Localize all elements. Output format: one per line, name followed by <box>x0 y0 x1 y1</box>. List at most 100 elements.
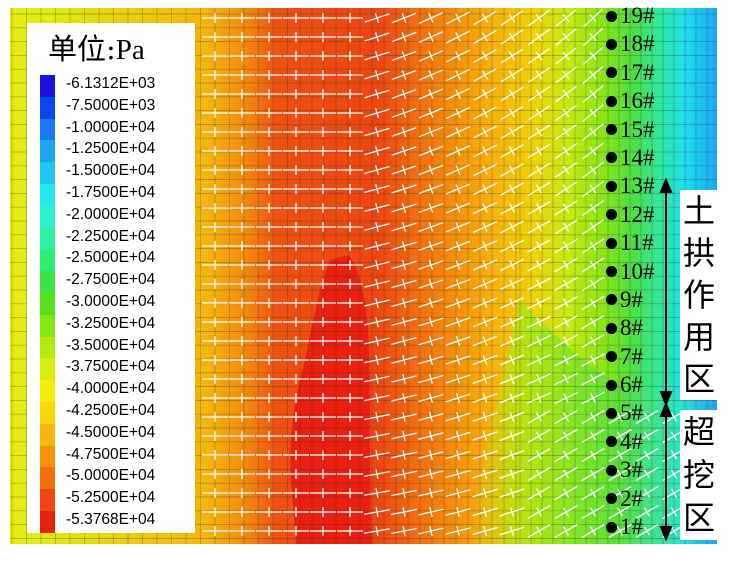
stress-vector <box>391 468 417 480</box>
stress-vector <box>202 127 228 137</box>
stress-vector-minor <box>429 412 433 422</box>
stress-vector <box>445 297 471 309</box>
stress-vector-minor <box>509 355 515 365</box>
stress-vector <box>256 298 282 308</box>
stress-vector <box>256 488 282 498</box>
stress-vector <box>418 374 444 384</box>
stress-vector <box>554 334 578 348</box>
stress-vector-minor <box>401 241 407 251</box>
stress-vector-minor <box>589 450 597 460</box>
stress-vector-minor <box>401 146 407 156</box>
stress-vector <box>418 412 444 422</box>
legend-label: -2.0000E+04 <box>66 205 156 223</box>
stress-vector <box>256 431 282 441</box>
stress-vector <box>581 391 605 405</box>
stress-vector-minor <box>428 317 434 327</box>
stress-vector <box>554 315 578 329</box>
stress-vector-minor <box>508 89 516 99</box>
stress-vector-minor <box>509 393 515 403</box>
stress-vector <box>635 523 659 539</box>
stress-vector-minor <box>429 449 433 461</box>
stress-vector <box>582 85 604 103</box>
stress-vector-minor <box>455 450 461 460</box>
stress-vector <box>337 127 363 137</box>
stress-vector <box>554 372 578 386</box>
legend-label: -3.2500E+04 <box>66 314 156 332</box>
stress-vector <box>527 143 551 159</box>
stress-vector <box>202 108 228 118</box>
stress-vector <box>364 525 390 537</box>
stress-vector <box>229 70 255 80</box>
stress-vector <box>500 182 524 196</box>
stress-vector-minor <box>670 469 678 479</box>
stress-vector <box>337 298 363 308</box>
stress-vector <box>337 393 363 403</box>
stress-vector <box>256 203 282 213</box>
legend-color-bar <box>40 75 55 534</box>
stress-vector-minor <box>401 89 407 99</box>
stress-vector <box>310 526 336 536</box>
stress-vector <box>527 315 551 329</box>
stress-vector <box>582 46 604 66</box>
stress-vector <box>310 146 336 156</box>
legend-swatch <box>40 445 55 468</box>
stress-vector <box>445 126 471 138</box>
stress-vector-minor <box>402 506 406 518</box>
zone-label-box <box>680 410 717 540</box>
stress-vector <box>229 222 255 232</box>
stress-vector <box>418 126 444 138</box>
stress-vector-minor <box>670 526 678 536</box>
stress-vector-minor <box>402 279 406 289</box>
stress-vector-minor <box>429 487 433 499</box>
stress-vector <box>608 466 632 482</box>
zone-label-char: 区 <box>683 499 716 538</box>
stress-vector-minor <box>509 374 515 384</box>
stress-vector-minor <box>563 298 569 308</box>
stress-vector <box>283 488 309 498</box>
stress-vector <box>445 106 471 120</box>
stress-vector <box>391 336 417 346</box>
stress-vector-minor <box>455 355 461 365</box>
stress-vector <box>256 108 282 118</box>
stress-vector <box>473 29 497 45</box>
stress-vector-minor <box>535 203 543 213</box>
stress-vector <box>202 507 228 517</box>
stress-vector-minor <box>481 13 489 23</box>
marker-dot <box>606 237 617 249</box>
marker-dot <box>606 351 617 363</box>
stress-vector-minor <box>402 525 406 537</box>
stress-vector <box>473 10 497 26</box>
stress-vector <box>555 9 577 27</box>
stress-vector <box>635 466 659 482</box>
stress-vector <box>608 523 632 539</box>
stress-vector <box>337 469 363 479</box>
stress-vector-minor <box>428 89 434 99</box>
marker-label: 14# <box>620 144 655 170</box>
stress-vector <box>256 51 282 61</box>
stress-vector-minor <box>535 108 543 118</box>
stress-vector <box>202 165 228 175</box>
stress-vector-minor <box>535 32 543 42</box>
stress-vector-minor <box>482 450 488 460</box>
stress-vector <box>472 354 498 366</box>
stress-vector-minor <box>590 355 596 365</box>
stress-vector-minor <box>508 51 516 61</box>
stress-vector-minor <box>455 317 461 327</box>
stress-vector <box>554 409 578 425</box>
stress-vector <box>256 241 282 251</box>
stress-vector <box>229 336 255 346</box>
stress-vector-minor <box>589 184 597 194</box>
stress-vector <box>364 146 390 156</box>
stress-vector <box>310 165 336 175</box>
stress-vector <box>364 259 390 271</box>
stress-vector <box>256 184 282 194</box>
stress-vector <box>499 373 525 385</box>
stress-vector <box>472 450 498 460</box>
stress-vector <box>472 259 498 271</box>
stress-vector <box>418 12 444 24</box>
stress-vector <box>472 182 498 196</box>
stress-vector-minor <box>401 70 407 80</box>
marker-label: 1# <box>620 514 643 539</box>
stress-vector <box>581 314 605 330</box>
stress-vector <box>445 488 471 498</box>
